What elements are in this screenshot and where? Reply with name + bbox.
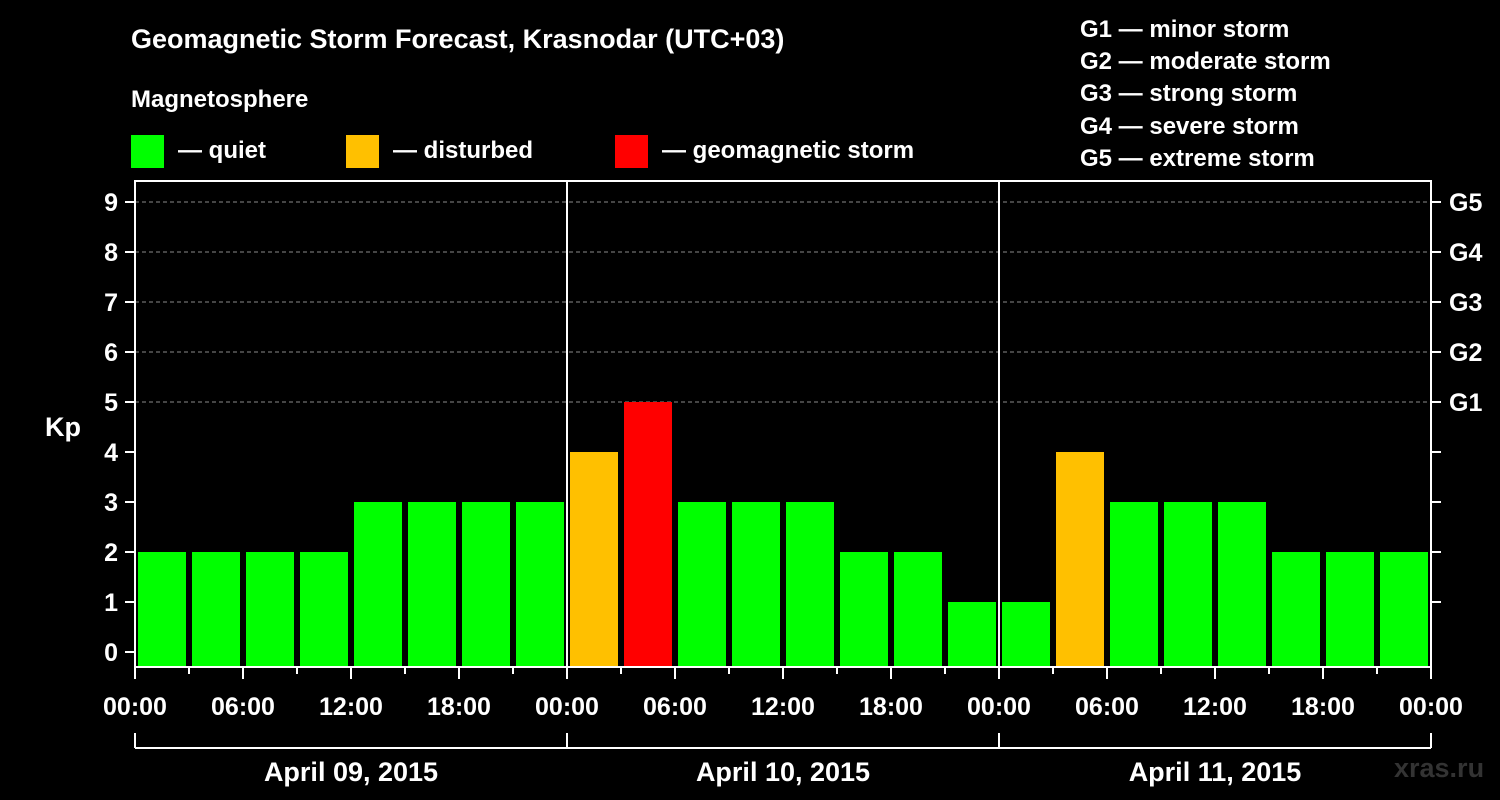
storm-scale-g5: G5 — extreme storm (1080, 144, 1315, 172)
brand-watermark: xras.ru (1394, 753, 1485, 783)
kp-bar (1164, 502, 1212, 667)
storm-scale-g3: G3 — strong storm (1080, 80, 1298, 108)
storm-level-label: G5 (1449, 189, 1482, 217)
storm-scale-g4: G4 — severe storm (1080, 112, 1299, 140)
date-label: April 11, 2015 (1129, 757, 1302, 787)
kp-bar (408, 502, 456, 667)
kp-bar (246, 552, 294, 667)
y-tick-label: 1 (104, 589, 118, 617)
storm-scale-legend: G1 — minor storm G2 — moderate storm G3 … (1080, 14, 1331, 175)
x-tick-label: 00:00 (1399, 693, 1463, 721)
legend-quiet: — quiet (131, 134, 266, 168)
legend-storm: — geomagnetic storm (615, 134, 914, 168)
legend-disturbed-label: — disturbed (393, 137, 534, 164)
legend-quiet-swatch (131, 134, 164, 168)
kp-bar (948, 602, 996, 667)
x-tick-label: 12:00 (751, 693, 815, 721)
x-tick-label: 06:00 (211, 693, 275, 721)
kp-bar (1002, 602, 1050, 667)
kp-bar (1326, 552, 1374, 667)
kp-bar (678, 502, 726, 667)
x-tick-label: 12:00 (319, 693, 383, 721)
chart-title: Geomagnetic Storm Forecast, Krasnodar (U… (131, 24, 785, 54)
x-tick-label: 00:00 (967, 693, 1031, 721)
storm-scale-g1: G1 — minor storm (1080, 16, 1290, 43)
storm-level-label: G2 (1449, 339, 1482, 367)
x-tick-label: 00:00 (535, 693, 599, 721)
date-label: April 09, 2015 (264, 757, 438, 787)
kp-bar (192, 552, 240, 667)
kp-bar (840, 552, 888, 667)
x-tick-label: 18:00 (859, 693, 923, 721)
y-tick-label: 0 (104, 639, 118, 667)
x-tick-label: 06:00 (643, 693, 707, 721)
kp-bar (1056, 452, 1104, 667)
legend-storm-swatch (615, 134, 648, 168)
legend-disturbed: — disturbed (346, 134, 533, 168)
y-tick-label: 8 (104, 239, 118, 267)
storm-level-label: G4 (1449, 239, 1482, 267)
kp-bar (1218, 502, 1266, 667)
kp-bar (570, 452, 618, 667)
y-tick-label: 2 (104, 539, 118, 567)
date-label: April 10, 2015 (696, 757, 870, 787)
y-tick-label: 7 (104, 289, 118, 317)
x-tick-label: 00:00 (103, 693, 167, 721)
legend-disturbed-swatch (346, 134, 379, 168)
y-tick-label: 9 (104, 189, 118, 217)
kp-bar (1380, 552, 1428, 667)
kp-bar (300, 552, 348, 667)
kp-bar (894, 552, 942, 667)
y-tick-label: 5 (104, 389, 118, 417)
kp-bar (462, 502, 510, 667)
x-tick-label: 12:00 (1183, 693, 1247, 721)
kp-bar (138, 552, 186, 667)
y-tick-label: 3 (104, 489, 118, 517)
storm-level-label: G3 (1449, 289, 1482, 317)
magnetosphere-heading: Magnetosphere (131, 86, 309, 113)
kp-bar (1272, 552, 1320, 667)
legend-storm-label: — geomagnetic storm (662, 137, 915, 164)
legend-quiet-label: — quiet (178, 137, 266, 164)
kp-bar (624, 402, 672, 667)
kp-bar (786, 502, 834, 667)
x-tick-label: 06:00 (1075, 693, 1139, 721)
kp-bar (516, 502, 564, 667)
storm-scale-g2: G2 — moderate storm (1080, 48, 1331, 76)
kp-bar (354, 502, 402, 667)
y-tick-label: 4 (104, 439, 118, 467)
y-tick-label: 6 (104, 339, 118, 367)
kp-bar (1110, 502, 1158, 667)
y-axis-label: Kp (45, 412, 81, 442)
x-tick-label: 18:00 (427, 693, 491, 721)
storm-level-label: G1 (1449, 389, 1482, 417)
x-tick-label: 18:00 (1291, 693, 1355, 721)
kp-bar (732, 502, 780, 667)
